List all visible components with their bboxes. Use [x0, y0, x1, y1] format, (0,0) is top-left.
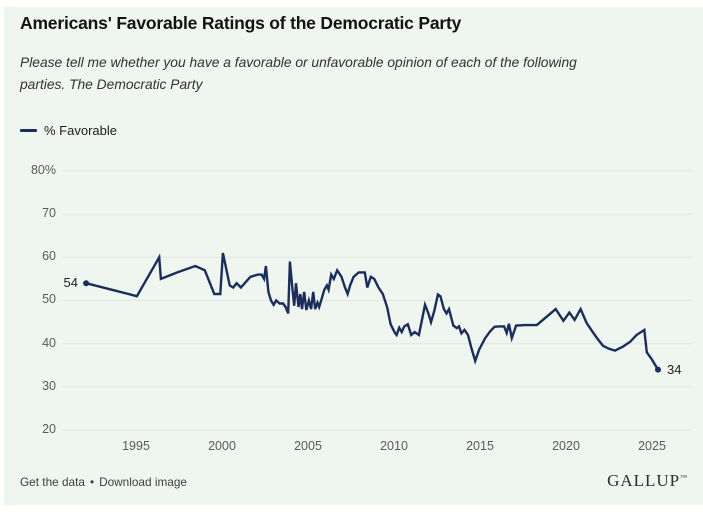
last-point-marker	[655, 366, 661, 373]
last-point-value-label: 34	[667, 362, 682, 377]
y-tick-label: 40	[42, 336, 56, 350]
x-tick-label: 2015	[466, 439, 494, 453]
x-tick-label: 2020	[552, 439, 580, 453]
trademark-mark: ™	[680, 473, 687, 482]
y-tick-label: 80%	[30, 163, 56, 177]
chart-subtitle-line1: Please tell me whether you have a favora…	[20, 55, 577, 70]
legend: % Favorable	[20, 123, 117, 138]
download-image-link[interactable]: Download image	[99, 475, 187, 489]
get-the-data-link[interactable]: Get the data	[20, 475, 85, 489]
y-tick-label: 60	[42, 249, 56, 263]
chart-card-background	[4, 7, 703, 505]
x-tick-label: 1995	[122, 439, 150, 453]
first-point-marker	[83, 280, 90, 287]
y-tick-label: 70	[42, 206, 56, 220]
x-tick-label: 2010	[380, 439, 408, 453]
first-point-value-label: 54	[63, 275, 78, 290]
chart-title: Americans' Favorable Ratings of the Demo…	[20, 13, 462, 33]
x-tick-label: 2005	[294, 439, 322, 453]
chart-subtitle-line2: parties. The Democratic Party	[20, 77, 203, 92]
legend-line-swatch	[20, 129, 37, 132]
footer-links-separator: •	[89, 475, 95, 489]
footer-links: Get the data • Download image	[20, 475, 187, 489]
y-tick-label: 50	[42, 292, 56, 306]
x-tick-label: 2025	[638, 439, 666, 453]
y-tick-label: 30	[42, 379, 56, 393]
y-tick-label: 20	[42, 422, 56, 436]
gallup-logo: GALLUP™	[607, 471, 687, 490]
favorable-series-line	[85, 252, 660, 371]
legend-label: % Favorable	[44, 123, 117, 138]
x-tick-label: 2000	[208, 439, 236, 453]
